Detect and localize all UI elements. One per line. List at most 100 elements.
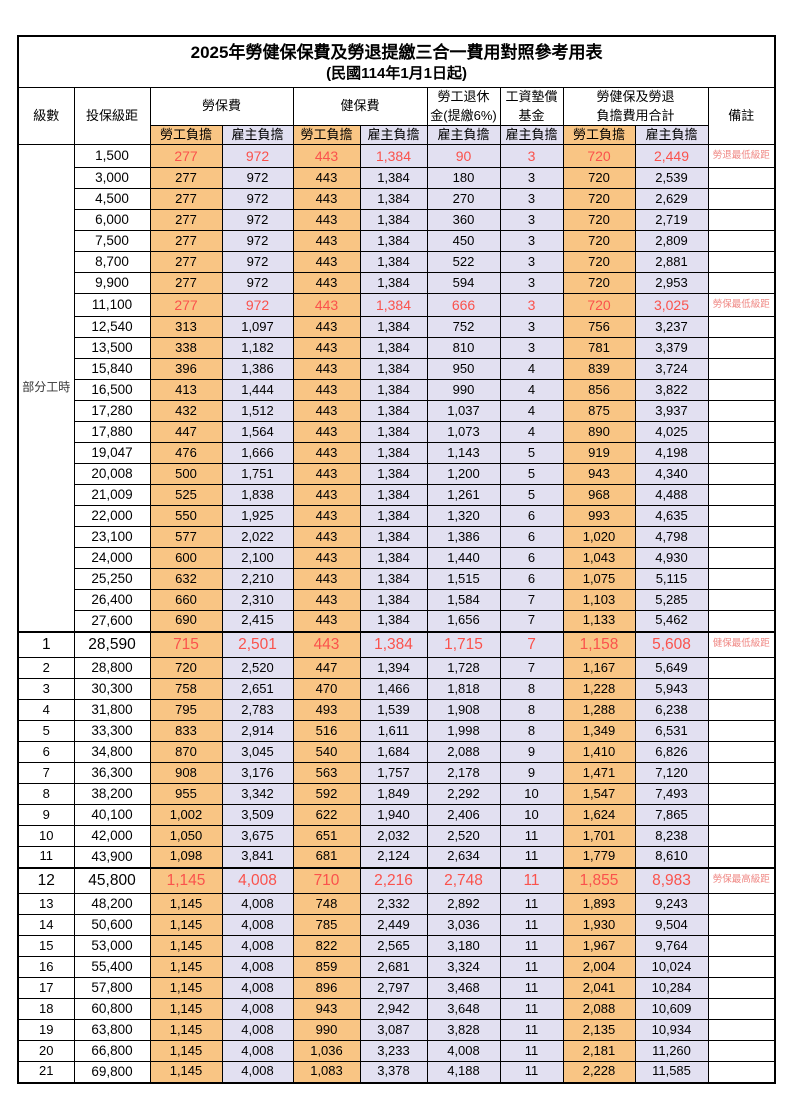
table-row: 17,280 432 1,512 443 1,384 1,037 4 875 3,937 [18,400,776,422]
cell-labor-employer: 3,509 [221,804,294,826]
cell-pension-employer: 1,261 [426,484,501,506]
premium-reference-table: 2025年勞健保保費及勞退提繳三合一費用對照參考用表 (民國114年1月1日起)… [17,35,777,1084]
cell-bracket: 63,800 [73,1019,151,1041]
cell-total-employee: 1,967 [562,935,636,957]
cell-wage-fund-employer: 6 [499,526,564,548]
header-total-employer-burden: 雇主負擔 [634,125,709,145]
cell-wage-fund-employer: 7 [499,589,564,611]
cell-remark [707,825,776,847]
cell-pension-employer: 2,088 [426,741,501,763]
cell-bracket: 45,800 [73,866,151,894]
cell-labor-employee: 1,145 [149,1040,223,1062]
cell-health-employee: 447 [292,657,361,679]
cell-wage-fund-employer: 11 [499,1040,564,1062]
cell-total-employer: 4,198 [634,442,709,464]
cell-total-employer: 5,649 [634,657,709,679]
cell-bracket: 3,000 [73,167,151,189]
cell-health-employer: 1,394 [359,657,428,679]
cell-wage-fund-employer: 11 [499,1019,564,1041]
cell-labor-employee: 277 [149,167,223,189]
cell-wage-fund-employer: 11 [499,977,564,999]
cell-total-employee: 1,779 [562,846,636,868]
cell-health-employer: 1,384 [359,547,428,569]
cell-total-employer: 10,284 [634,977,709,999]
cell-total-employer: 2,719 [634,209,709,231]
cell-total-employee: 2,041 [562,977,636,999]
cell-labor-employee: 277 [149,293,223,317]
cell-health-employee: 443 [292,421,361,443]
cell-health-employer: 2,797 [359,977,428,999]
cell-health-employee: 592 [292,783,361,805]
cell-pension-employer: 1,386 [426,526,501,548]
cell-wage-fund-employer: 4 [499,358,564,380]
cell-wage-fund-employer: 10 [499,783,564,805]
cell-bracket: 38,200 [73,783,151,805]
cell-labor-employee: 1,145 [149,935,223,957]
cell-health-employee: 822 [292,935,361,957]
table-row: 12 45,800 1,145 4,008 710 2,216 2,748 11 1,855 8,… [17,866,776,894]
cell-labor-employee: 1,145 [149,977,223,999]
header-total-line1: 勞健保及勞退 [596,89,675,105]
cell-labor-employer: 4,008 [221,914,294,936]
cell-pension-employer: 522 [426,251,501,273]
cell-labor-employer: 1,925 [221,505,294,527]
cell-pension-employer: 2,406 [426,804,501,826]
header-level: 級數 [17,87,75,145]
cell-labor-employer: 972 [221,167,294,189]
cell-labor-employer: 2,501 [221,630,294,658]
cell-pension-employer: 1,715 [426,630,501,658]
cell-remark [707,610,776,632]
cell-labor-employer: 1,838 [221,484,294,506]
cell-pension-employer: 3,324 [426,956,501,978]
cell-health-employer: 2,681 [359,956,428,978]
cell-pension-employer: 3,468 [426,977,501,999]
table-row: 20 66,800 1,145 4,008 1,036 3,233 4,008 11 2,181… [17,1040,776,1062]
cell-remark [707,846,776,868]
cell-total-employer: 11,260 [634,1040,709,1062]
cell-total-employer: 9,243 [634,893,709,915]
cell-labor-employee: 500 [149,463,223,485]
cell-pension-employer: 1,818 [426,678,501,700]
cell-remark [707,442,776,464]
cell-labor-employer: 1,751 [221,463,294,485]
cell-total-employer: 6,238 [634,699,709,721]
cell-bracket: 16,500 [73,379,151,401]
cell-health-employer: 1,384 [359,568,428,590]
header-pension: 勞工退休 金(提繳6%) [426,87,501,126]
cell-pension-employer: 360 [426,209,501,231]
cell-remark [707,783,776,805]
table-row: 27,600 690 2,415 443 1,384 1,656 7 1,133 5,462 [18,610,776,632]
header-health-fee: 健保費 [292,87,428,126]
cell-labor-employee: 550 [149,505,223,527]
cell-health-employee: 443 [292,526,361,548]
table-row: 4 31,800 795 2,783 493 1,539 1,908 8 1,288 6,238 [17,699,776,721]
cell-pension-employer: 1,584 [426,589,501,611]
cell-pension-employer: 1,656 [426,610,501,632]
cell-level: 16 [17,956,75,978]
cell-labor-employee: 1,145 [149,1019,223,1041]
cell-labor-employer: 4,008 [221,1040,294,1062]
cell-health-employee: 443 [292,293,361,317]
cell-total-employee: 720 [562,188,636,210]
cell-total-employee: 720 [562,251,636,273]
cell-remark [707,699,776,721]
cell-level: 2 [17,657,75,679]
cell-remark [707,1040,776,1062]
cell-bracket: 60,800 [73,998,151,1020]
cell-wage-fund-employer: 9 [499,762,564,784]
cell-labor-employer: 1,564 [221,421,294,443]
cell-total-employee: 1,158 [562,630,636,658]
cell-health-employee: 896 [292,977,361,999]
cell-pension-employer: 1,515 [426,568,501,590]
cell-pension-employer: 2,634 [426,846,501,868]
cell-bracket: 36,300 [73,762,151,784]
table-row: 5 33,300 833 2,914 516 1,611 1,998 8 1,349 6,531 [17,720,776,742]
cell-total-employer: 7,120 [634,762,709,784]
table-row: 16,500 413 1,444 443 1,384 990 4 856 3,822 [18,379,776,401]
cell-total-employee: 1,893 [562,893,636,915]
cell-remark [707,505,776,527]
cell-total-employer: 8,610 [634,846,709,868]
cell-total-employee: 1,043 [562,547,636,569]
cell-bracket: 15,840 [73,358,151,380]
cell-bracket: 17,280 [73,400,151,422]
